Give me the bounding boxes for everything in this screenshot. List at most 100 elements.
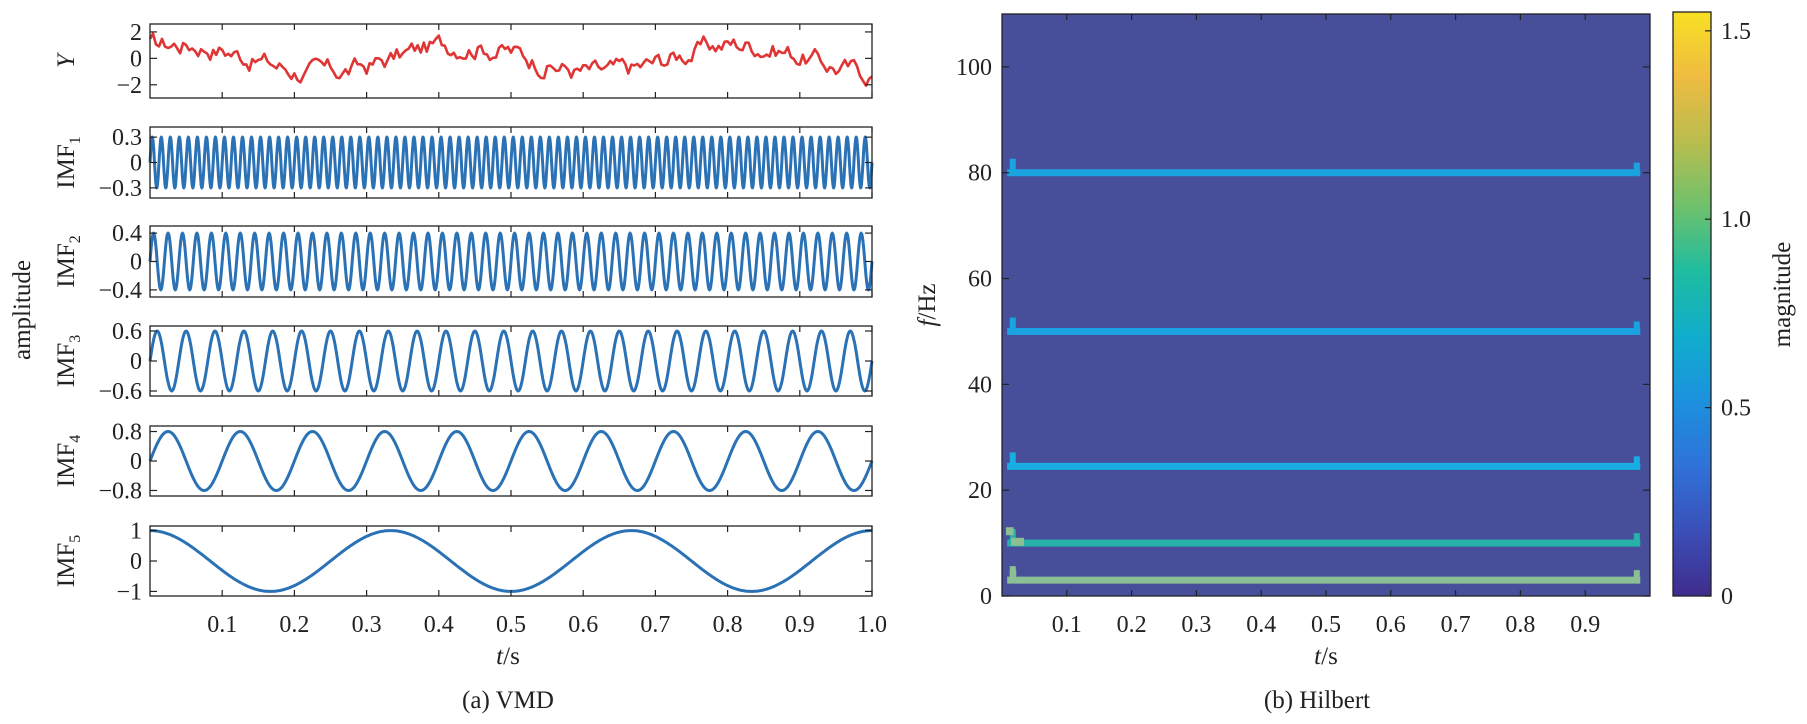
series-line-6 bbox=[149, 529, 873, 593]
ridge-band bbox=[1007, 327, 1641, 335]
hilbert-x-axis-label: t/s bbox=[1314, 643, 1338, 670]
xtick-label: 0.7 bbox=[640, 612, 670, 638]
ytick-label: 0 bbox=[130, 449, 142, 475]
vmd-caption: (a) VMD bbox=[462, 687, 554, 714]
ytick-label: 80 bbox=[968, 161, 992, 187]
label-main: IMF bbox=[53, 443, 80, 487]
ytick-label: 0 bbox=[130, 349, 142, 375]
label-main: Y bbox=[53, 51, 80, 68]
colorbar-tick-label: 1.5 bbox=[1721, 19, 1751, 45]
ridge-edge bbox=[1633, 456, 1640, 467]
ytick-label: 0.6 bbox=[112, 319, 142, 345]
xtick-label: 0.2 bbox=[1117, 612, 1147, 638]
ytick-label: 0.4 bbox=[112, 221, 142, 247]
ytick-label: 0 bbox=[130, 250, 142, 276]
hilbert-panel: 0 20 40 60 80 100 0.1 0.2 0.3 0.4 0.5 0.6 0.7 0.8 0.9 t… bbox=[914, 11, 1796, 670]
xtick-label: 0.9 bbox=[785, 612, 815, 638]
ytick-label: 0 bbox=[130, 549, 142, 575]
colorbar-tick-label: 0.5 bbox=[1721, 396, 1751, 422]
ytick-label: −0.8 bbox=[98, 478, 142, 504]
series-line-2 bbox=[148, 135, 874, 190]
label-main: IMF bbox=[53, 144, 80, 188]
vmd-x-axis-label: t/s bbox=[496, 643, 520, 670]
ytick-label: 20 bbox=[968, 478, 992, 504]
label-sub: 4 bbox=[67, 435, 84, 443]
ytick-label: −0.3 bbox=[98, 176, 142, 202]
heatmap-background bbox=[1002, 14, 1650, 596]
transient-block bbox=[1005, 527, 1014, 536]
series-line-5 bbox=[148, 430, 874, 492]
y-label-unit: /Hz bbox=[914, 283, 941, 319]
xtick-label: 0.3 bbox=[1181, 612, 1211, 638]
ridge-edge bbox=[1009, 452, 1016, 467]
hilbert-caption: (b) Hilbert bbox=[1264, 687, 1370, 714]
subplot-5: −0.8 0 0.8 IMF4 bbox=[53, 420, 874, 504]
xtick-label: 0.5 bbox=[1311, 612, 1341, 638]
series-line-3 bbox=[148, 231, 874, 292]
ridge-band bbox=[1007, 576, 1641, 584]
xtick-label: 0.8 bbox=[713, 612, 743, 638]
ridge-band bbox=[1007, 462, 1641, 470]
subplot-label-6: IMF5 bbox=[53, 535, 84, 587]
x-label-var: t bbox=[1314, 643, 1322, 670]
subplot-1: −202 Y bbox=[53, 20, 873, 99]
subplot-label-5: IMF4 bbox=[53, 435, 84, 487]
ytick-label: 0.3 bbox=[112, 125, 142, 151]
ridge-edge bbox=[1633, 162, 1640, 173]
xtick-label: 0.6 bbox=[1376, 612, 1406, 638]
ytick-label: −2 bbox=[116, 73, 142, 99]
subplot-4: −0.6 0 0.6 IMF3 bbox=[53, 319, 874, 405]
ridge-2 bbox=[1007, 317, 1641, 335]
xtick-label: 0.5 bbox=[496, 612, 526, 638]
transient-block bbox=[1009, 569, 1017, 578]
ytick-label: −1 bbox=[116, 579, 142, 605]
x-label-unit: /s bbox=[503, 643, 520, 670]
label-main: IMF bbox=[53, 243, 80, 287]
subplot-label-2: IMF1 bbox=[53, 136, 84, 188]
xtick-label: 0.1 bbox=[207, 612, 237, 638]
hilbert-y-axis-label: f/Hz bbox=[914, 283, 941, 326]
xtick-label: 0.1 bbox=[1052, 612, 1082, 638]
vmd-panel: −202Y−0.300.3IMF1−0.400.4IMF2−0.600.6IMF… bbox=[9, 20, 887, 670]
subplot-frame-6 bbox=[149, 525, 873, 597]
colorbar-tick-label: 0 bbox=[1721, 584, 1733, 610]
xtick-label: 0.6 bbox=[568, 612, 598, 638]
ytick-label: −0.4 bbox=[98, 278, 142, 304]
ytick-label: 40 bbox=[968, 372, 992, 398]
x-label-var: t bbox=[496, 643, 504, 670]
label-sub: 2 bbox=[67, 235, 84, 243]
subplot-2: −0.300.3 IMF1 bbox=[53, 125, 874, 202]
ytick-label: 0 bbox=[130, 151, 142, 177]
vmd-y-axis-label: amplitude bbox=[9, 260, 36, 360]
transient-block bbox=[1011, 537, 1025, 546]
label-main: IMF bbox=[53, 543, 80, 587]
ytick-label: 0 bbox=[980, 584, 992, 610]
ridge-band bbox=[1007, 169, 1641, 177]
x-label-unit: /s bbox=[1321, 643, 1338, 670]
label-sub: 5 bbox=[67, 535, 84, 543]
subplot-label-3: IMF2 bbox=[53, 235, 84, 287]
subplot-3: −0.40 0.4 IMF2 bbox=[53, 221, 874, 304]
subplot-6: −1 0 1 IMF5 bbox=[53, 519, 873, 605]
ridge-edge bbox=[1009, 529, 1016, 544]
y-label-var: f bbox=[914, 317, 941, 327]
ytick-label: 100 bbox=[956, 55, 992, 81]
ridge-edge bbox=[1633, 321, 1640, 332]
colorbar bbox=[1672, 11, 1712, 597]
label-sub: 1 bbox=[67, 136, 84, 144]
subplot-label-1: Y bbox=[53, 51, 80, 68]
label-main: IMF bbox=[53, 343, 80, 387]
ridge-4 bbox=[1007, 529, 1641, 547]
ridge-edge bbox=[1009, 317, 1016, 332]
subplot-label-4: IMF3 bbox=[53, 335, 84, 387]
xtick-label: 1.0 bbox=[857, 612, 887, 638]
ytick-label: 0.8 bbox=[112, 420, 142, 446]
ridge-edge bbox=[1633, 570, 1640, 581]
series-line-4 bbox=[148, 329, 874, 393]
xtick-label: 0.8 bbox=[1505, 612, 1535, 638]
ytick-label: 1 bbox=[130, 519, 142, 545]
colorbar-label: magnitude bbox=[1769, 242, 1796, 348]
xtick-label: 0.7 bbox=[1441, 612, 1471, 638]
ridge-edge bbox=[1633, 533, 1640, 544]
